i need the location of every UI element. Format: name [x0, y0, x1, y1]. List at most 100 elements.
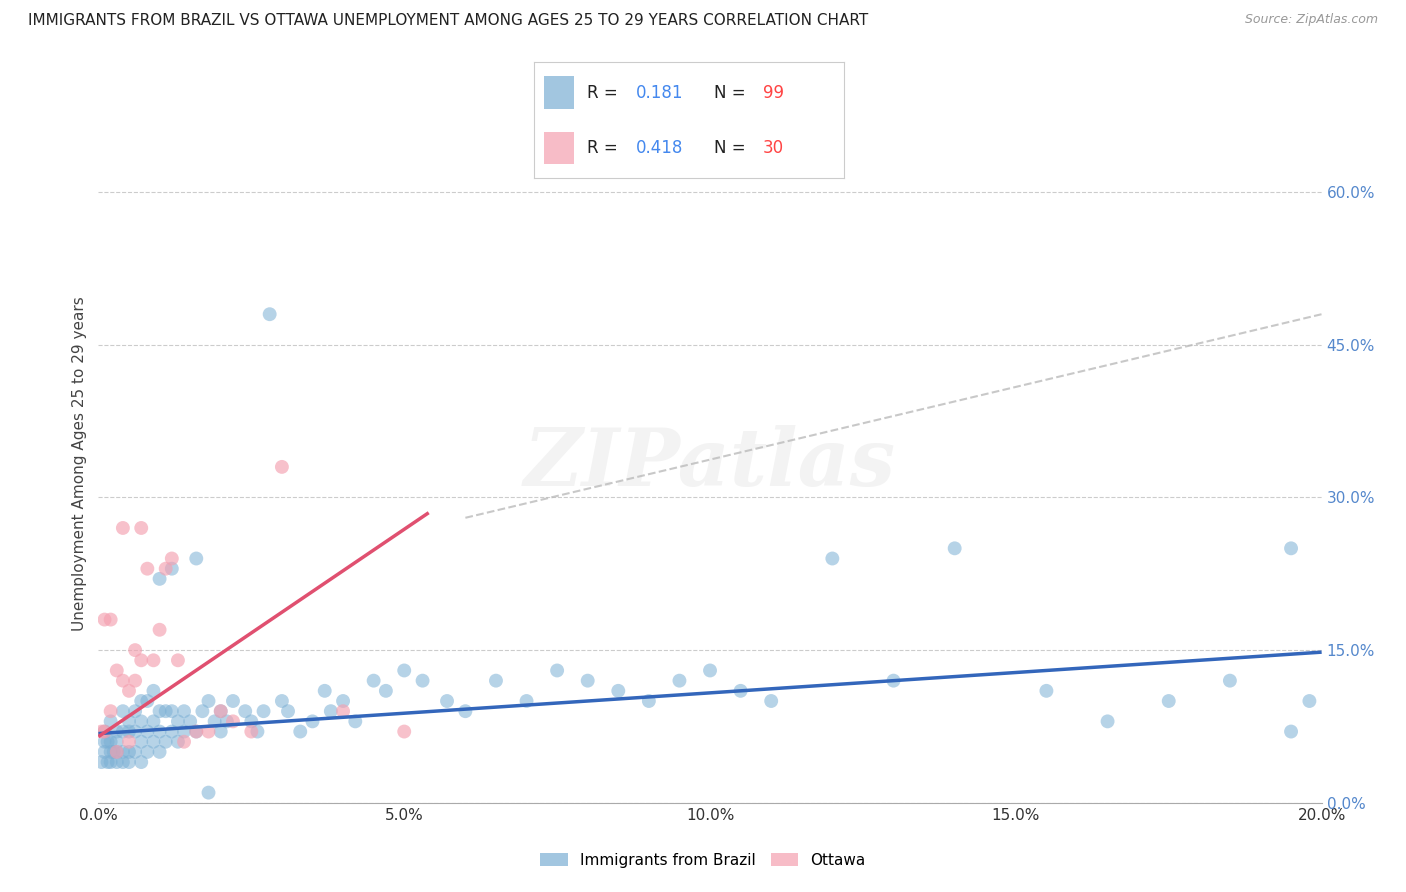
- Point: [883, 673, 905, 688]
- Point: [111, 704, 134, 718]
- Point: [759, 694, 782, 708]
- Point: [392, 724, 416, 739]
- Point: [160, 724, 183, 739]
- Point: [105, 664, 128, 678]
- Text: R =: R =: [586, 84, 617, 102]
- Point: [167, 735, 190, 749]
- Point: [129, 521, 152, 535]
- Point: [259, 307, 281, 321]
- Point: [270, 459, 292, 474]
- Point: [436, 694, 458, 708]
- Point: [209, 704, 232, 718]
- Point: [124, 673, 146, 688]
- Point: [319, 704, 342, 718]
- Point: [233, 704, 256, 718]
- Text: 30: 30: [763, 139, 785, 157]
- Point: [129, 653, 152, 667]
- Point: [142, 735, 165, 749]
- Text: N =: N =: [714, 139, 745, 157]
- Point: [90, 724, 112, 739]
- Point: [1298, 694, 1320, 708]
- Point: [142, 714, 165, 729]
- Point: [215, 714, 238, 729]
- Point: [142, 653, 165, 667]
- Bar: [544, 77, 575, 109]
- Point: [149, 623, 172, 637]
- Point: [332, 704, 354, 718]
- Point: [699, 664, 721, 678]
- Point: [191, 704, 214, 718]
- Point: [136, 562, 159, 576]
- Point: [197, 724, 219, 739]
- Point: [111, 521, 134, 535]
- Point: [118, 714, 141, 729]
- Point: [93, 724, 115, 739]
- Point: [100, 613, 122, 627]
- Point: [129, 714, 152, 729]
- Point: [124, 704, 146, 718]
- Point: [179, 714, 201, 729]
- Point: [1219, 673, 1241, 688]
- Point: [149, 704, 172, 718]
- Point: [821, 551, 844, 566]
- Point: [277, 704, 299, 718]
- Point: [129, 694, 152, 708]
- Point: [344, 714, 367, 729]
- Point: [240, 724, 263, 739]
- Point: [124, 643, 146, 657]
- Point: [1035, 683, 1057, 698]
- Point: [546, 664, 568, 678]
- Point: [155, 704, 177, 718]
- Point: [270, 694, 292, 708]
- Point: [1097, 714, 1119, 729]
- Point: [943, 541, 966, 556]
- Point: [93, 735, 115, 749]
- Point: [149, 724, 172, 739]
- Point: [160, 704, 183, 718]
- Point: [197, 786, 219, 800]
- Point: [136, 745, 159, 759]
- Point: [111, 745, 134, 759]
- Point: [136, 724, 159, 739]
- Point: [100, 745, 122, 759]
- Point: [222, 714, 245, 729]
- Point: [124, 745, 146, 759]
- Point: [363, 673, 385, 688]
- Point: [1279, 541, 1302, 556]
- Point: [118, 755, 141, 769]
- Point: [105, 755, 128, 769]
- Point: [90, 755, 112, 769]
- Point: [314, 683, 336, 698]
- Point: [186, 724, 208, 739]
- Point: [240, 714, 263, 729]
- Point: [252, 704, 274, 718]
- Point: [412, 673, 434, 688]
- Text: 0.418: 0.418: [637, 139, 683, 157]
- Point: [111, 724, 134, 739]
- Point: [149, 745, 172, 759]
- Point: [155, 562, 177, 576]
- Point: [209, 724, 232, 739]
- Point: [222, 694, 245, 708]
- Point: [607, 683, 630, 698]
- Point: [118, 735, 141, 749]
- Point: [454, 704, 477, 718]
- Point: [111, 673, 134, 688]
- Point: [118, 683, 141, 698]
- Point: [332, 694, 354, 708]
- Point: [93, 724, 115, 739]
- Point: [186, 724, 208, 739]
- Text: Source: ZipAtlas.com: Source: ZipAtlas.com: [1244, 13, 1378, 27]
- Point: [93, 613, 115, 627]
- Point: [124, 724, 146, 739]
- Point: [301, 714, 323, 729]
- Point: [485, 673, 508, 688]
- Point: [100, 704, 122, 718]
- Point: [155, 735, 177, 749]
- Text: 99: 99: [763, 84, 785, 102]
- Point: [100, 714, 122, 729]
- Point: [392, 664, 416, 678]
- Bar: [544, 132, 575, 164]
- Point: [1157, 694, 1180, 708]
- Point: [160, 551, 183, 566]
